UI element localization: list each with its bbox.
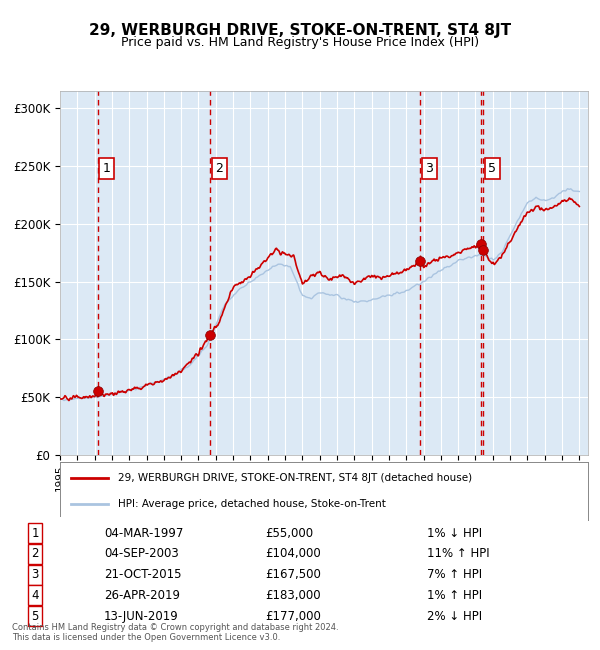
Text: 7% ↑ HPI: 7% ↑ HPI — [427, 568, 482, 581]
Text: 4: 4 — [31, 589, 39, 602]
Text: 13-JUN-2019: 13-JUN-2019 — [104, 610, 179, 623]
Text: 2: 2 — [215, 162, 223, 175]
Text: 1: 1 — [31, 526, 39, 539]
Text: £55,000: £55,000 — [265, 526, 314, 539]
Text: 21-OCT-2015: 21-OCT-2015 — [104, 568, 182, 581]
Text: 26-APR-2019: 26-APR-2019 — [104, 589, 180, 602]
Text: 29, WERBURGH DRIVE, STOKE-ON-TRENT, ST4 8JT: 29, WERBURGH DRIVE, STOKE-ON-TRENT, ST4 … — [89, 23, 511, 38]
Text: Contains HM Land Registry data © Crown copyright and database right 2024.
This d: Contains HM Land Registry data © Crown c… — [12, 623, 338, 642]
Text: 11% ↑ HPI: 11% ↑ HPI — [427, 547, 490, 560]
Text: 5: 5 — [488, 162, 496, 175]
Text: 1: 1 — [103, 162, 110, 175]
Text: 1% ↑ HPI: 1% ↑ HPI — [427, 589, 482, 602]
Text: 1% ↓ HPI: 1% ↓ HPI — [427, 526, 482, 539]
Text: 2% ↓ HPI: 2% ↓ HPI — [427, 610, 482, 623]
Text: 2: 2 — [31, 547, 39, 560]
Text: HPI: Average price, detached house, Stoke-on-Trent: HPI: Average price, detached house, Stok… — [118, 499, 386, 508]
Text: 04-MAR-1997: 04-MAR-1997 — [104, 526, 184, 539]
Text: £104,000: £104,000 — [265, 547, 321, 560]
Text: 3: 3 — [31, 568, 39, 581]
Text: 3: 3 — [425, 162, 433, 175]
Text: 5: 5 — [31, 610, 39, 623]
Text: £183,000: £183,000 — [265, 589, 321, 602]
Text: Price paid vs. HM Land Registry's House Price Index (HPI): Price paid vs. HM Land Registry's House … — [121, 36, 479, 49]
Text: 04-SEP-2003: 04-SEP-2003 — [104, 547, 179, 560]
Text: 29, WERBURGH DRIVE, STOKE-ON-TRENT, ST4 8JT (detached house): 29, WERBURGH DRIVE, STOKE-ON-TRENT, ST4 … — [118, 473, 472, 483]
Text: £167,500: £167,500 — [265, 568, 322, 581]
Text: £177,000: £177,000 — [265, 610, 322, 623]
